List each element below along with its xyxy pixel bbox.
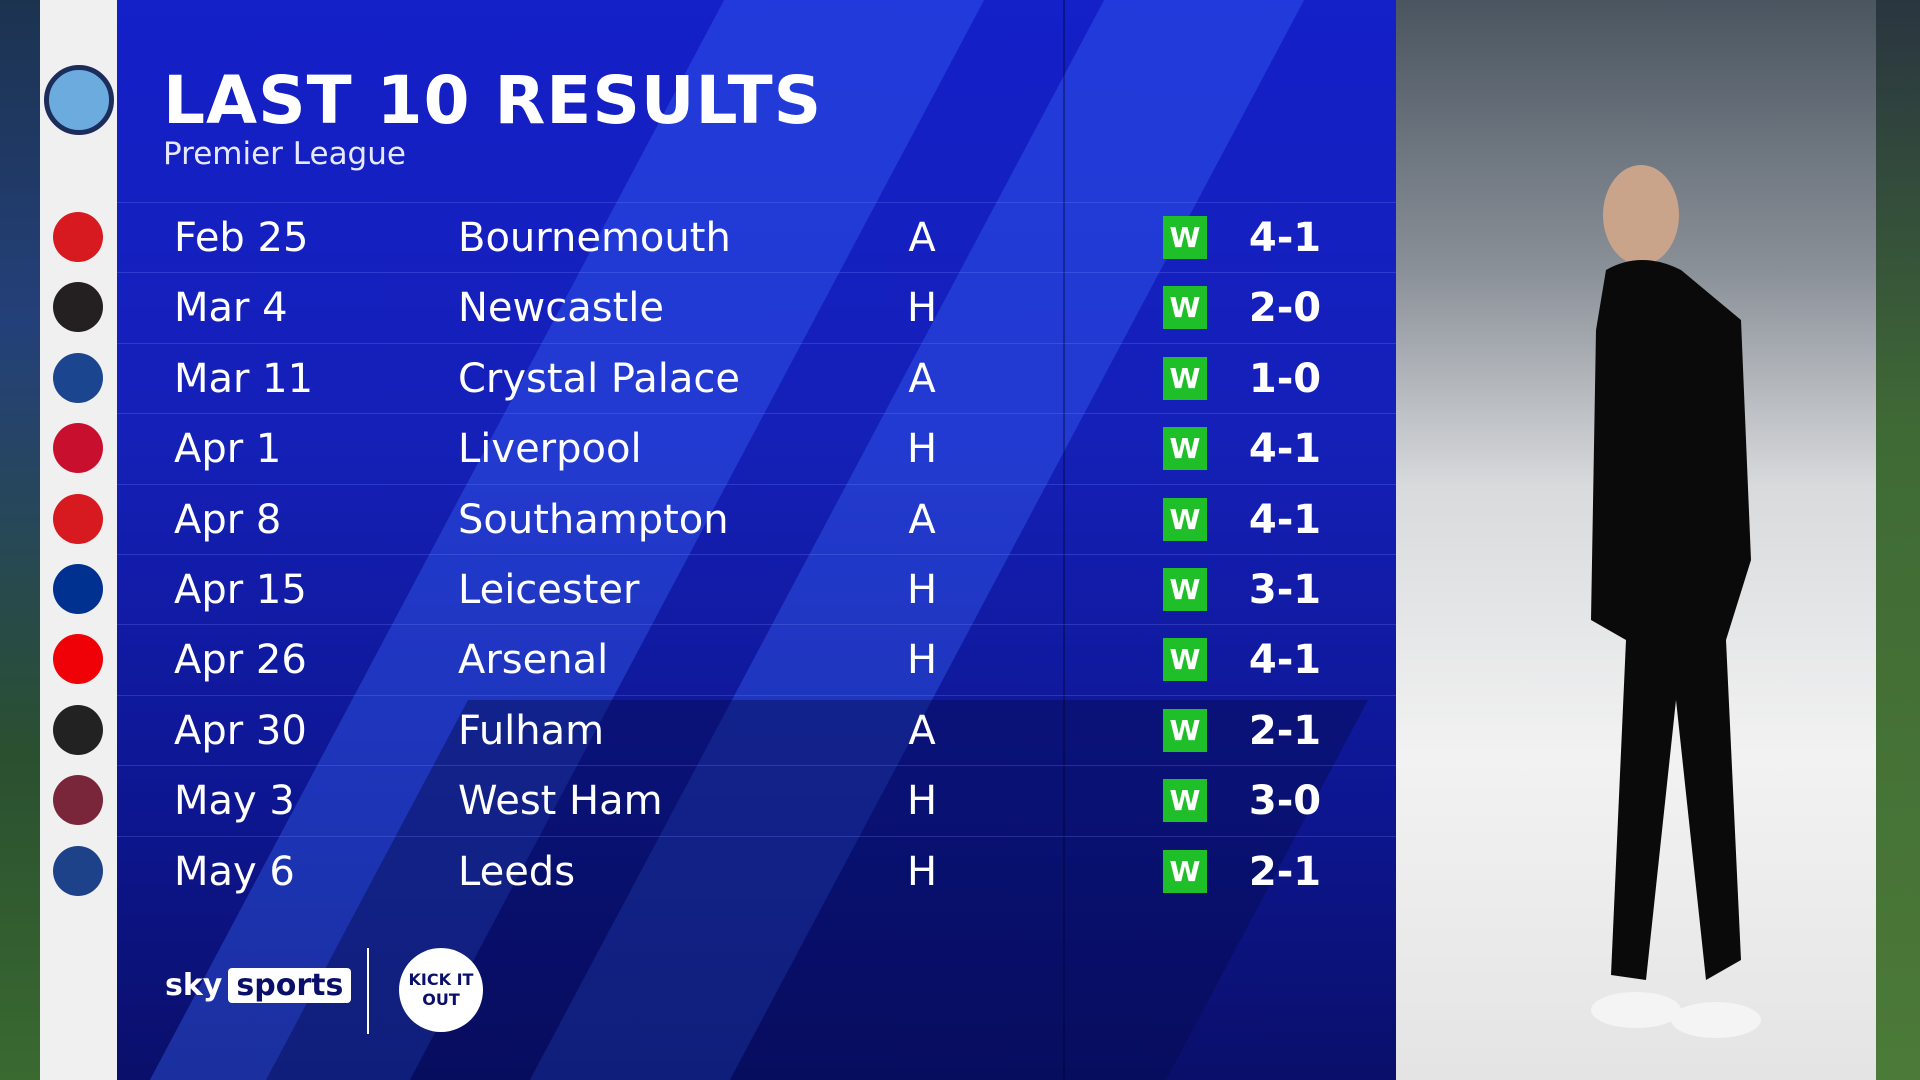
result-row: Apr 30 Fulham A W 2-1 [117, 694, 1396, 765]
manager-figure-icon [1591, 165, 1761, 1038]
opponent-name: Leicester [458, 567, 640, 613]
venue: H [907, 285, 938, 332]
result-badge: W [1163, 497, 1207, 541]
result-badge: W [1163, 427, 1207, 471]
result-badge: W [1163, 216, 1207, 259]
opponent-crest-icon [53, 775, 103, 826]
opponent-name: Fulham [458, 707, 605, 754]
competition-subtitle: Premier League [163, 136, 406, 172]
venue: H [907, 637, 938, 684]
opponent-name: Leeds [458, 848, 576, 895]
score: 2-1 [1248, 707, 1322, 754]
opponent-name: Liverpool [458, 426, 642, 473]
result-row: May 6 Leeds H W 2-1 [117, 835, 1396, 906]
opponent-name: West Ham [458, 778, 663, 825]
result-badge: W [1163, 849, 1207, 893]
column-divider [1063, 0, 1065, 1080]
score: 4-1 [1248, 496, 1322, 543]
opponent-name: Bournemouth [458, 215, 731, 261]
opponent-crest-icon [53, 564, 103, 614]
crest-strip [40, 0, 117, 1080]
match-date: Apr 30 [174, 707, 307, 754]
score: 2-1 [1248, 848, 1322, 895]
opponent-crest-icon [53, 634, 103, 685]
kick-it-out-logo: KICK IT OUT [399, 948, 483, 1032]
score: 4-1 [1248, 426, 1322, 473]
result-row: Apr 15 Leicester H W 3-1 [117, 554, 1396, 624]
stadium-background-left [0, 0, 40, 1080]
result-badge: W [1163, 708, 1207, 752]
opponent-name: Newcastle [458, 285, 664, 332]
venue: H [907, 848, 938, 895]
match-date: Feb 25 [174, 215, 309, 261]
opponent-crest-icon [53, 212, 103, 262]
venue: A [908, 496, 936, 543]
opponent-name: Arsenal [458, 637, 609, 684]
score: 3-1 [1248, 567, 1322, 613]
opponent-crest-icon [53, 352, 103, 403]
result-row: Feb 25 Bournemouth A W 4-1 [117, 202, 1396, 272]
page-title: LAST 10 RESULTS [163, 62, 823, 139]
venue: H [907, 567, 938, 613]
result-row: Apr 1 Liverpool H W 4-1 [117, 413, 1396, 483]
venue: H [907, 426, 938, 473]
opponent-crest-icon [53, 423, 103, 474]
result-row: May 3 West Ham H W 3-0 [117, 765, 1396, 835]
stadium-background-right [1876, 0, 1920, 1080]
score: 4-1 [1248, 215, 1322, 261]
result-badge: W [1163, 568, 1207, 611]
sports-logo-text: sports [228, 968, 352, 1003]
result-badge: W [1163, 638, 1207, 682]
match-date: May 6 [174, 848, 295, 895]
match-date: May 3 [174, 778, 295, 825]
manager-photo [1396, 0, 1876, 1080]
result-badge: W [1163, 779, 1207, 823]
venue: H [907, 778, 938, 825]
opponent-crest-icon [53, 282, 103, 333]
score: 4-1 [1248, 637, 1322, 684]
result-row: Mar 4 Newcastle H W 2-0 [117, 272, 1396, 342]
match-date: Mar 11 [174, 355, 314, 402]
opponent-crest-icon [53, 704, 103, 755]
opponent-crest-icon [53, 845, 103, 896]
match-date: Apr 26 [174, 637, 307, 684]
venue: A [908, 355, 936, 402]
venue: A [908, 707, 936, 754]
score: 3-0 [1248, 778, 1322, 825]
match-date: Mar 4 [174, 285, 288, 332]
result-row: Apr 26 Arsenal H W 4-1 [117, 624, 1396, 694]
score: 1-0 [1248, 355, 1322, 402]
result-row: Mar 11 Crystal Palace A W 1-0 [117, 342, 1396, 413]
result-badge: W [1163, 286, 1207, 330]
match-date: Apr 15 [174, 567, 307, 613]
manchester-city-crest-icon [44, 65, 114, 135]
result-row: Apr 8 Southampton A W 4-1 [117, 483, 1396, 554]
opponent-crest-icon [53, 493, 103, 544]
sky-sports-logo: sky sports [165, 968, 352, 1003]
venue: A [908, 215, 936, 261]
match-date: Apr 8 [174, 496, 282, 543]
logo-divider [367, 948, 369, 1034]
sky-logo-text: sky [165, 968, 223, 1003]
opponent-name: Southampton [458, 496, 729, 543]
score: 2-0 [1248, 285, 1322, 332]
result-badge: W [1163, 356, 1207, 400]
match-date: Apr 1 [174, 426, 282, 473]
opponent-name: Crystal Palace [458, 355, 740, 402]
results-panel: LAST 10 RESULTS Premier League Feb 25 Bo… [117, 0, 1396, 1080]
